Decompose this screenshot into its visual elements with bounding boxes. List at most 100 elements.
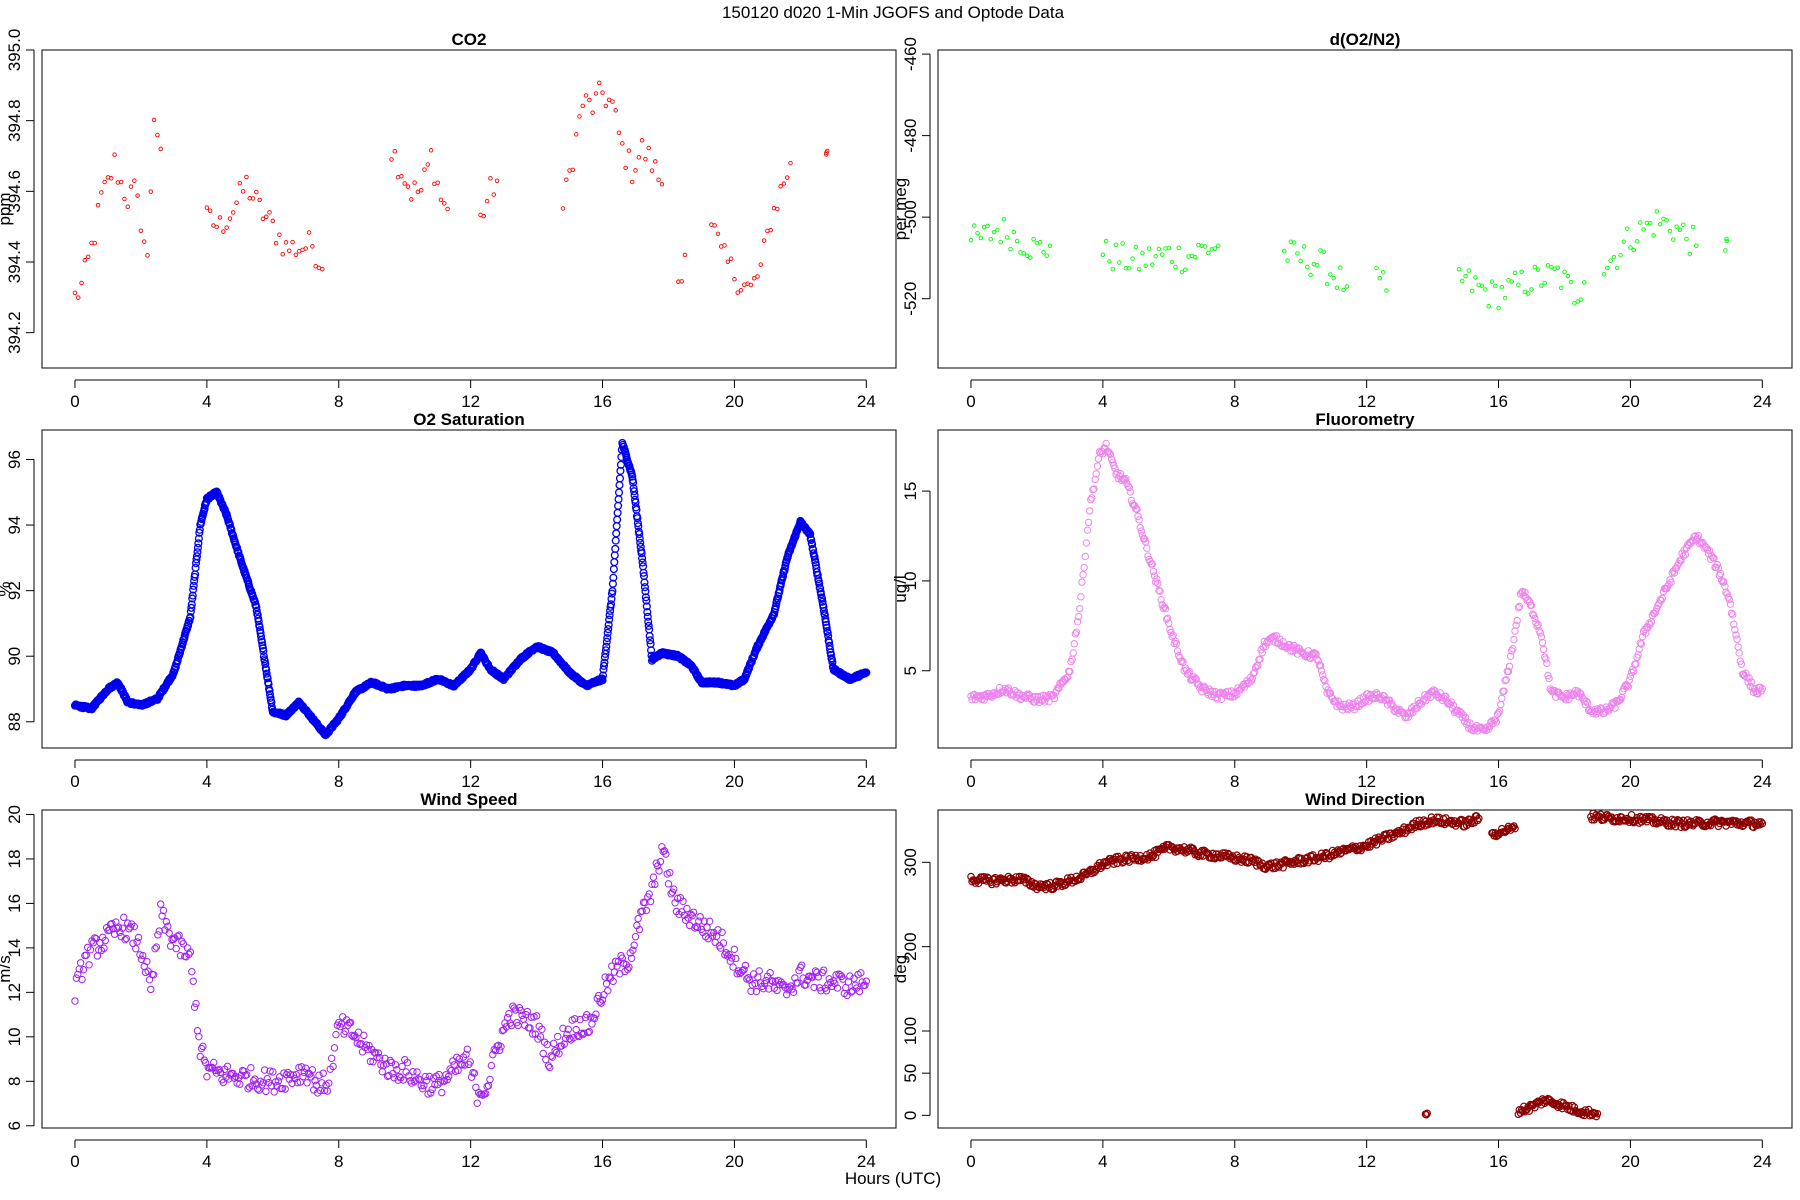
data-point	[727, 954, 736, 962]
data-point	[656, 857, 665, 866]
data-point	[1383, 701, 1392, 709]
data-point	[1466, 268, 1472, 273]
data-point	[616, 460, 625, 469]
data-point	[1593, 1109, 1602, 1118]
data-point	[510, 1004, 518, 1012]
data-point	[862, 668, 871, 677]
data-point	[1179, 269, 1185, 275]
data-point	[1627, 810, 1636, 819]
data-point	[1314, 262, 1320, 268]
data-point	[1143, 263, 1148, 269]
data-point	[393, 1066, 401, 1074]
data-point	[715, 231, 721, 237]
data-point	[389, 1069, 397, 1078]
data-point	[262, 1087, 270, 1096]
data-point	[1511, 824, 1519, 833]
data-point	[134, 933, 143, 942]
data-point	[252, 606, 261, 615]
data-point	[389, 157, 394, 162]
data-point	[630, 487, 639, 496]
data-point	[593, 91, 599, 96]
data-point	[609, 977, 617, 986]
data-point	[706, 917, 714, 926]
data-point	[449, 1057, 457, 1065]
data-point	[1321, 249, 1327, 255]
data-point	[1305, 856, 1314, 865]
panel-wind-direction: Wind Direction deg 0 4 8 12 16 20 24 0 50 100 200 300	[891, 790, 1793, 1171]
data-point	[1541, 653, 1549, 661]
data-point	[1611, 704, 1619, 712]
data-point	[364, 1045, 372, 1054]
data-point	[1250, 668, 1259, 677]
data-point	[1119, 858, 1128, 866]
y-axis-label: ppm	[0, 192, 14, 225]
data-point	[1658, 594, 1667, 603]
data-point	[1312, 650, 1320, 658]
data-point	[600, 991, 608, 999]
data-point	[127, 920, 136, 928]
data-point	[186, 613, 195, 622]
data-point	[341, 1027, 350, 1035]
x-tick-label: 4	[202, 772, 211, 791]
data-point	[643, 608, 652, 617]
data-point	[1117, 260, 1122, 265]
x-tick-label: 20	[1621, 392, 1640, 411]
data-point	[1156, 246, 1162, 252]
data-point	[1657, 221, 1663, 227]
data-point	[1285, 258, 1290, 263]
data-point	[740, 966, 748, 974]
data-point	[1547, 686, 1555, 695]
data-point	[1173, 264, 1178, 270]
data-point	[1580, 697, 1588, 705]
x-tick-label: 16	[1489, 772, 1508, 791]
data-point	[1608, 258, 1613, 263]
data-point	[179, 940, 188, 948]
data-point	[850, 974, 858, 983]
data-point	[824, 152, 829, 157]
data-point	[313, 263, 318, 269]
data-point	[1159, 252, 1165, 257]
panel-title: CO2	[452, 30, 487, 49]
data-point	[1089, 485, 1097, 494]
data-point	[1404, 713, 1413, 721]
data-point	[1677, 227, 1683, 233]
y-axis-label: %	[0, 581, 14, 596]
data-point	[751, 276, 757, 281]
data-point	[643, 156, 648, 162]
data-point	[638, 558, 647, 567]
data-point	[1084, 518, 1093, 527]
data-point	[1258, 649, 1266, 657]
data-point	[1131, 502, 1139, 510]
data-point	[147, 985, 155, 994]
data-point	[738, 287, 744, 293]
data-point	[670, 885, 678, 893]
data-point	[810, 552, 819, 561]
data-point	[527, 1013, 536, 1021]
data-point	[1047, 243, 1053, 248]
plot-frame	[937, 49, 1793, 369]
data-point	[79, 966, 88, 974]
data-point	[509, 1002, 517, 1010]
data-point	[810, 983, 818, 992]
data-point	[1572, 301, 1577, 306]
data-point	[193, 548, 202, 557]
data-point	[633, 519, 642, 528]
data-point	[187, 603, 196, 612]
data-point	[820, 966, 828, 974]
plot-frame	[937, 809, 1793, 1129]
data-point	[1043, 879, 1051, 888]
data-point	[327, 1054, 336, 1063]
data-point	[1684, 236, 1689, 242]
data-point	[1624, 226, 1630, 231]
data-point	[1413, 704, 1421, 712]
data-point	[1135, 516, 1143, 524]
data-point	[270, 1088, 278, 1096]
data-point	[817, 987, 825, 995]
data-point	[645, 631, 654, 641]
data-point	[1499, 284, 1505, 290]
y-tick-label: 90	[5, 647, 24, 666]
data-point	[193, 543, 202, 552]
data-point	[320, 266, 325, 272]
data-point	[1001, 216, 1007, 222]
data-point	[1577, 690, 1585, 698]
